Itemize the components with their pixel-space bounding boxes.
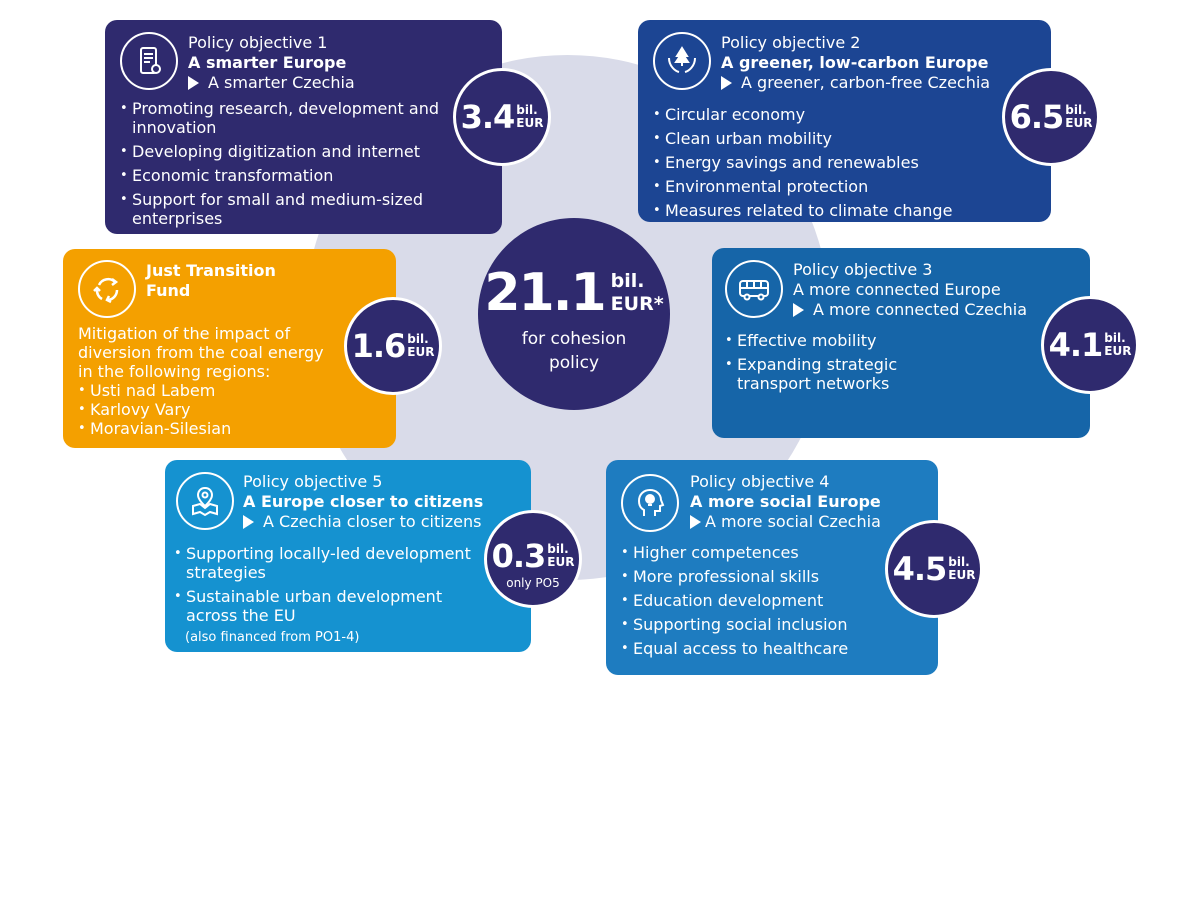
list-item: Sustainable urban development across the… — [174, 587, 474, 625]
po2-amount-badge: 6.5 bil. EUR — [1002, 68, 1100, 166]
list-item: Karlovy Vary — [78, 400, 328, 419]
arrow-right-icon — [793, 303, 804, 317]
total-subtitle: for cohesion policy — [521, 329, 627, 373]
amount-currency: EUR — [1065, 116, 1093, 130]
recycle-arrows-icon — [78, 260, 136, 318]
po3-heading: Policy objective 3 A more connected Euro… — [793, 260, 1027, 320]
amount-value: 0.3 — [491, 536, 547, 575]
list-item: Promoting research, development and inno… — [120, 99, 450, 137]
tree-in-hands-icon — [653, 32, 711, 90]
list-item: Environmental protection — [653, 175, 973, 199]
po5-heading: Policy objective 5 A Europe closer to ci… — [243, 472, 483, 532]
list-item: Developing digitization and internet — [120, 142, 450, 161]
policy-objective-1-card: Policy objective 1 A smarter Europe A sm… — [105, 20, 502, 234]
list-item: Energy savings and renewables — [653, 151, 973, 175]
list-item: Effective mobility — [725, 331, 925, 350]
list-item: Supporting social inclusion — [621, 613, 881, 637]
po4-national: A more social Czechia — [705, 512, 881, 531]
arrow-right-icon — [188, 76, 199, 90]
policy-objective-3-card: Policy objective 3 A more connected Euro… — [712, 248, 1090, 438]
just-transition-fund-card: Just Transition Fund Mitigation of the i… — [63, 249, 396, 448]
amount-currency: EUR — [516, 116, 544, 130]
map-pin-icon — [176, 472, 234, 530]
list-item: Expanding strategic transport networks — [725, 355, 925, 393]
po1-amount-badge: 3.4 bil. EUR — [453, 68, 551, 166]
jtf-list: Usti nad Labem Karlovy Vary Moravian-Sil… — [78, 381, 328, 438]
amount-currency: EUR — [1104, 344, 1132, 358]
amount-value: 4.1 — [1048, 326, 1104, 364]
amount-value: 3.4 — [460, 98, 516, 136]
list-item: Clean urban mobility — [653, 127, 973, 151]
po2-list: Circular economy Clean urban mobility En… — [653, 103, 973, 223]
po1-subtitle: A smarter Europe — [188, 53, 347, 72]
po5-list: Supporting locally-led development strat… — [174, 544, 474, 630]
po4-list: Higher competences More professional ski… — [621, 541, 881, 661]
amount-value: 1.6 — [351, 327, 407, 365]
list-item: Moravian-Silesian — [78, 419, 328, 438]
list-item: Measures related to climate change — [653, 199, 973, 223]
smartphone-icon — [120, 32, 178, 90]
po3-amount-badge: 4.1 bil. EUR — [1041, 296, 1139, 394]
po4-amount-badge: 4.5 bil. EUR — [885, 520, 983, 618]
total-amount: 21.1 — [484, 263, 606, 323]
po2-heading: Policy objective 2 A greener, low-carbon… — [721, 33, 990, 93]
jtf-amount-badge: 1.6 bil. EUR — [344, 297, 442, 395]
policy-objective-5-card: Policy objective 5 A Europe closer to ci… — [165, 460, 531, 652]
amount-unit: bil. — [547, 541, 569, 556]
list-item: Higher competences — [621, 541, 881, 565]
list-item: More professional skills — [621, 565, 881, 589]
po1-title: Policy objective 1 — [188, 33, 328, 52]
amount-value: 4.5 — [892, 550, 948, 588]
list-item: Usti nad Labem — [78, 381, 328, 400]
amount-unit: bil. — [407, 332, 429, 346]
po3-title: Policy objective 3 — [793, 260, 933, 279]
po2-title: Policy objective 2 — [721, 33, 861, 52]
amount-currency: EUR — [948, 568, 976, 582]
po3-national: A more connected Czechia — [813, 300, 1028, 319]
policy-objective-4-card: Policy objective 4 A more social Europe … — [606, 460, 938, 675]
po5-note: (also financed from PO1-4) — [185, 630, 360, 645]
total-unit: bil. — [610, 270, 645, 292]
po2-subtitle: A greener, low-carbon Europe — [721, 53, 989, 72]
po1-national: A smarter Czechia — [208, 73, 355, 92]
amount-currency: EUR — [407, 345, 435, 359]
amount-unit: bil. — [1065, 103, 1087, 117]
jtf-intro: Mitigation of the impact of diversion fr… — [78, 324, 324, 381]
po5-national: A Czechia closer to citizens — [263, 512, 482, 531]
po4-heading: Policy objective 4 A more social Europe … — [690, 472, 881, 532]
list-item: Support for small and medium-sized enter… — [120, 190, 450, 228]
amount-currency: EUR — [547, 554, 575, 569]
po1-list: Promoting research, development and inno… — [120, 99, 450, 233]
po1-heading: Policy objective 1 A smarter Europe A sm… — [188, 33, 355, 93]
policy-objective-2-card: Policy objective 2 A greener, low-carbon… — [638, 20, 1051, 223]
po3-list: Effective mobility Expanding strategic t… — [725, 331, 925, 398]
po2-national: A greener, carbon-free Czechia — [741, 73, 991, 92]
po4-title: Policy objective 4 — [690, 472, 830, 491]
list-item: Supporting locally-led development strat… — [174, 544, 474, 582]
list-item: Education development — [621, 589, 881, 613]
arrow-right-icon — [243, 515, 254, 529]
amount-unit: bil. — [1104, 331, 1126, 345]
po5-amount-note: only PO5 — [506, 575, 560, 590]
po5-amount-badge: 0.3 bil. EUR only PO5 — [484, 510, 582, 608]
head-lightbulb-icon — [621, 474, 679, 532]
total-budget-circle: 21.1 bil. EUR* for cohesion policy — [478, 218, 670, 410]
po4-subtitle: A more social Europe — [690, 492, 881, 511]
amount-unit: bil. — [948, 555, 970, 569]
arrow-right-icon — [721, 76, 732, 90]
jtf-title: Just Transition Fund — [146, 261, 276, 300]
total-currency: EUR* — [610, 293, 664, 315]
arrow-right-icon — [690, 515, 701, 529]
list-item: Circular economy — [653, 103, 973, 127]
po3-subtitle: A more connected Europe — [793, 280, 1001, 299]
bus-icon — [725, 260, 783, 318]
list-item: Equal access to healthcare — [621, 637, 881, 661]
amount-value: 6.5 — [1009, 98, 1065, 136]
po5-subtitle: A Europe closer to citizens — [243, 492, 484, 511]
list-item: Economic transformation — [120, 166, 450, 185]
amount-unit: bil. — [516, 103, 538, 117]
po5-title: Policy objective 5 — [243, 472, 383, 491]
